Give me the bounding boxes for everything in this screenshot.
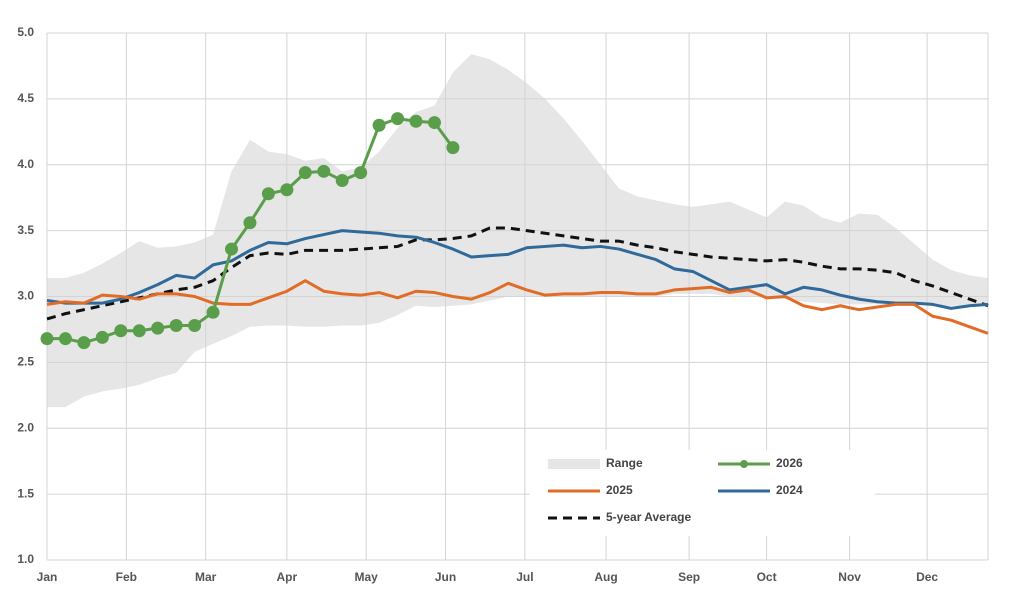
x-tick-label: Dec	[916, 570, 938, 584]
y-tick-label: 5.0	[17, 25, 34, 39]
point	[280, 183, 294, 197]
point	[446, 141, 460, 155]
x-tick-label: Jul	[516, 570, 533, 584]
y-tick-label: 2.0	[17, 420, 34, 434]
point	[58, 332, 72, 346]
point	[151, 321, 165, 335]
legend-swatch	[548, 459, 600, 469]
y-tick-label: 1.0	[17, 552, 34, 566]
legend-label: Range	[606, 456, 643, 470]
legend-label: 2026	[776, 456, 803, 470]
legend: Range 2026 2025 2024 5-year Average	[530, 450, 875, 536]
x-tick-label: Apr	[277, 570, 298, 584]
x-tick-label: Sep	[678, 570, 700, 584]
point	[188, 318, 202, 332]
point	[95, 330, 109, 344]
y-tick-label: 2.5	[17, 355, 34, 369]
legend-marker	[740, 460, 748, 468]
series-line	[46, 279, 989, 335]
x-tick-label: Aug	[594, 570, 617, 584]
y-tick-label: 4.5	[17, 91, 34, 105]
plot	[40, 112, 989, 350]
x-tick-label: Mar	[195, 570, 217, 584]
legend-label: 5-year Average	[606, 510, 691, 524]
legend-label: 2024	[776, 483, 803, 497]
legend-label: 2025	[606, 483, 633, 497]
y-tick-label: 4.0	[17, 157, 34, 171]
point	[169, 318, 183, 332]
point	[206, 305, 220, 319]
y-tick-label: 3.5	[17, 223, 34, 237]
point	[354, 166, 368, 180]
point	[40, 332, 54, 346]
point	[372, 118, 386, 132]
point	[261, 187, 275, 201]
series-line	[46, 226, 989, 321]
point	[335, 174, 349, 188]
y-tick-label: 1.5	[17, 486, 34, 500]
point	[243, 216, 257, 230]
x-tick-label: May	[355, 570, 379, 584]
point	[427, 116, 441, 130]
point	[77, 336, 91, 350]
x-tick-label: Jan	[37, 570, 58, 584]
x-tick-label: Jun	[435, 570, 456, 584]
point	[391, 112, 405, 126]
point	[409, 114, 423, 128]
point	[298, 166, 312, 180]
point	[114, 324, 128, 338]
x-tick-label: Feb	[116, 570, 137, 584]
series-line	[46, 229, 989, 310]
x-tick-label: Nov	[838, 570, 861, 584]
point	[317, 164, 331, 178]
point	[225, 242, 239, 256]
y-tick-label: 3.0	[17, 289, 34, 303]
x-tick-label: Oct	[757, 570, 777, 584]
point	[132, 324, 146, 338]
